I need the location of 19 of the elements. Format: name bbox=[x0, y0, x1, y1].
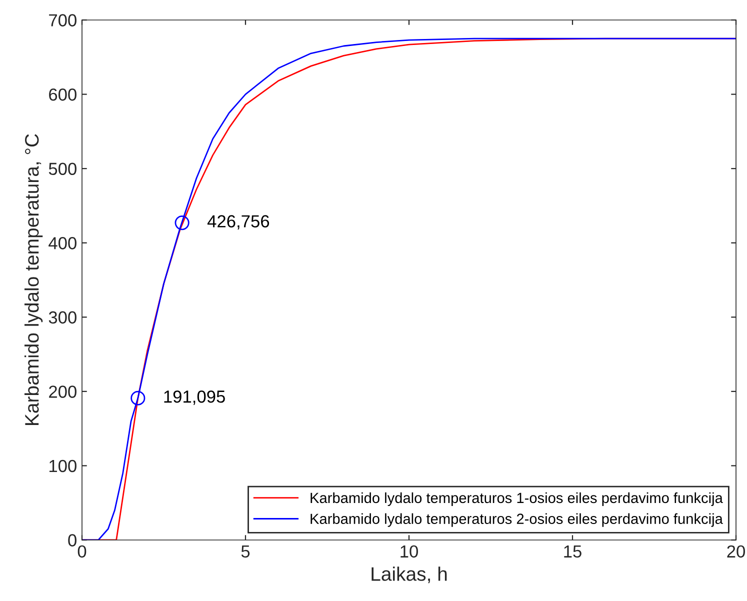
y-tick-label: 300 bbox=[48, 311, 76, 324]
annotation: 426,756 bbox=[207, 215, 270, 230]
y-tick-label: 500 bbox=[48, 162, 76, 176]
x-axis-title: Laikas, h bbox=[372, 566, 447, 584]
y-tick-label: 400 bbox=[48, 237, 76, 250]
y-tick-label: 600 bbox=[49, 88, 76, 101]
y-tick-label: 0 bbox=[68, 534, 76, 546]
x-tick-label: 5 bbox=[241, 546, 250, 558]
y-axis-title: Karbamido lydalo temperatura, °C bbox=[24, 134, 43, 425]
legend-label: Karbamido lydalo temperaturos 2-osios eiles perdavimo funkcija bbox=[310, 513, 723, 527]
x-tick-label: 0 bbox=[78, 545, 86, 558]
x-tick-label: 15 bbox=[564, 546, 582, 558]
legend-label: Karbamido lydalo temperaturos 1-osios eiles perdavimo funkcija bbox=[310, 492, 723, 506]
annotation: 191,095 bbox=[164, 390, 225, 405]
y-tick-label: 700 bbox=[49, 14, 76, 26]
x-tick-label: 10 bbox=[400, 545, 418, 558]
y-tick-label: 200 bbox=[49, 386, 76, 398]
y-tick-label: 100 bbox=[50, 460, 76, 472]
x-tick-label: 20 bbox=[727, 545, 745, 558]
